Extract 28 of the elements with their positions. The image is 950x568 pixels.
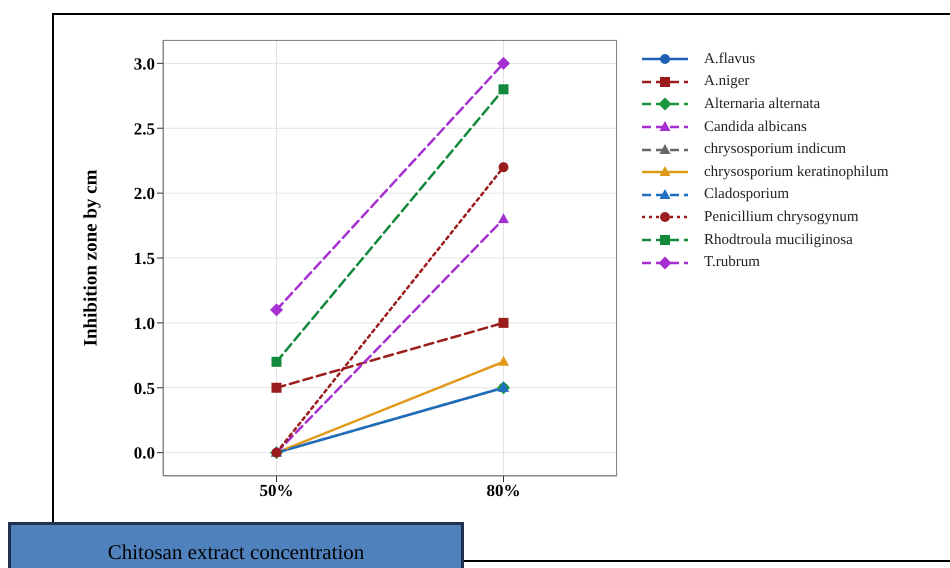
point xyxy=(272,382,282,393)
legend-label: A.niger xyxy=(704,73,750,90)
y-tick-label: 2.5 xyxy=(134,119,155,138)
x-axis-title: Chitosan extract concentration xyxy=(8,522,464,568)
legend-label: Cladosporium xyxy=(704,186,789,204)
y-tick-label: 0.5 xyxy=(134,378,155,398)
point xyxy=(498,318,508,328)
legend-label: Penicillium chrysogynum xyxy=(704,208,859,226)
y-tick-label: 3.0 xyxy=(134,54,155,74)
y-tick-label: 1.5 xyxy=(134,249,155,268)
legend-label: T.rubrum xyxy=(704,254,760,272)
legend-label: chrysosporium indicum xyxy=(704,141,846,158)
x-tick-label: 80% xyxy=(486,481,520,500)
legend-label: chrysosporium keratinophilum xyxy=(704,164,889,181)
point xyxy=(498,84,508,94)
legend-label: Alternaria alternata xyxy=(704,96,820,113)
point xyxy=(270,303,283,316)
point xyxy=(497,56,510,70)
legend-label: A.flavus xyxy=(704,50,756,68)
y-tick-label: 2.0 xyxy=(134,184,155,204)
y-axis-title: Inhibition zone by cm xyxy=(80,169,102,346)
x-tick-label: 50% xyxy=(260,481,294,500)
point xyxy=(498,162,508,172)
legend-label: Candida albicans xyxy=(704,118,807,136)
y-tick-label: 1.0 xyxy=(134,314,155,333)
point xyxy=(272,356,282,367)
legend-label: Rhodtroula muciliginosa xyxy=(704,232,853,249)
y-tick-label: 0.0 xyxy=(134,444,155,463)
